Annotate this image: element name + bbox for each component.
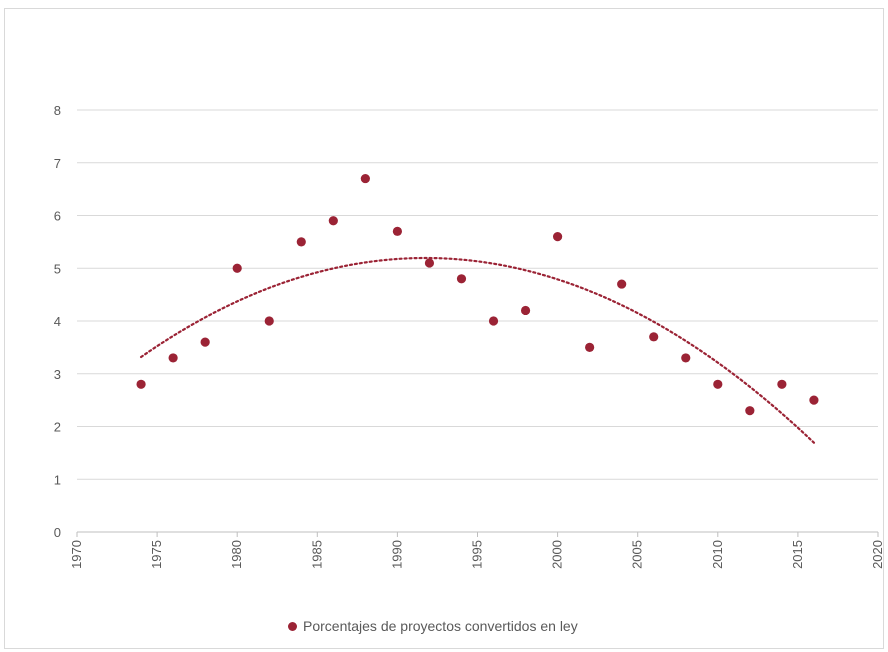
data-point	[296, 237, 306, 247]
data-point	[424, 258, 435, 268]
gridlines	[77, 109, 878, 533]
y-tick-label: 5	[54, 261, 61, 276]
data-point	[745, 406, 755, 416]
data-point	[456, 274, 467, 284]
data-point	[360, 173, 370, 184]
data-point	[809, 395, 819, 405]
legend-marker	[288, 621, 297, 631]
data-point	[777, 379, 787, 389]
data-point	[520, 305, 531, 316]
y-tick-label: 6	[54, 209, 61, 224]
data-point	[681, 353, 691, 363]
data-point	[553, 232, 563, 242]
data-point	[264, 316, 274, 326]
data-point	[232, 263, 242, 273]
data-point	[488, 316, 499, 326]
x-tick-label: 2010	[710, 540, 725, 569]
x-tick-label: 1975	[149, 540, 164, 569]
data-point	[136, 379, 146, 389]
y-axis-ticks: 0 1 2 3 4 5 6 7 8	[54, 103, 61, 540]
y-tick-label: 7	[54, 156, 61, 171]
legend-label: Porcentajes de proyectos convertidos en …	[303, 618, 578, 634]
y-tick-label: 4	[54, 314, 61, 329]
y-tick-label: 2	[54, 420, 61, 435]
x-tick-label: 2000	[550, 540, 565, 569]
data-points	[136, 173, 819, 416]
y-tick-label: 1	[54, 472, 61, 487]
data-point	[585, 342, 595, 352]
data-point	[392, 226, 402, 236]
chart-frame	[4, 8, 884, 649]
data-point	[649, 332, 659, 342]
x-axis-ticks: 1970 1975 1980 1985 1990 1995 2000 2005 2010 2015…	[69, 532, 885, 569]
data-point	[328, 216, 338, 226]
x-tick-label: 1995	[470, 540, 485, 569]
x-tick-label: 1970	[69, 540, 84, 569]
x-tick-label: 1980	[229, 540, 244, 569]
data-point	[617, 279, 627, 289]
data-point	[713, 379, 723, 389]
x-tick-label: 1985	[309, 540, 324, 569]
data-point	[168, 353, 178, 363]
x-tick-label: 1990	[389, 540, 404, 569]
y-tick-label: 3	[54, 367, 61, 382]
legend: Porcentajes de proyectos convertidos en …	[288, 618, 578, 634]
x-tick-label: 2015	[790, 540, 805, 569]
x-tick-label: 2020	[870, 540, 885, 569]
trendline	[139, 256, 816, 444]
y-tick-label: 0	[54, 525, 61, 540]
data-point	[200, 337, 210, 347]
y-tick-label: 8	[54, 103, 61, 118]
x-tick-label: 2005	[630, 540, 645, 569]
